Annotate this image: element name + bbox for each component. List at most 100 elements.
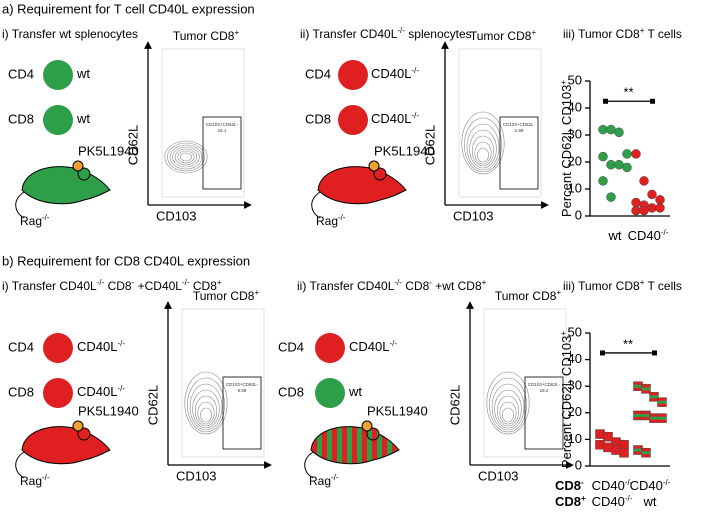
data-point [606, 159, 616, 170]
text-run: CD8 [555, 494, 581, 509]
y-axis-label: CD62L [125, 125, 140, 165]
contour [474, 141, 492, 165]
superscript: -/- [42, 473, 50, 482]
superscript: -/- [411, 111, 419, 120]
tumor-label: PK5L1940 [78, 143, 139, 158]
contour [464, 117, 502, 173]
gate [524, 376, 564, 450]
text-run: CD103+CD62L- [503, 122, 536, 127]
data-point-stripe [649, 395, 659, 399]
cell [338, 60, 368, 90]
cell-label: CD8 [305, 111, 331, 126]
data-point [598, 151, 608, 162]
text-run: CD40L [371, 111, 411, 126]
contour [180, 152, 192, 162]
data-point-stripe [641, 413, 651, 417]
data-point [655, 195, 665, 205]
gate-label: CD103+CD62L- [226, 382, 259, 387]
data-point [639, 205, 649, 216]
text-run: +CD40L [134, 279, 182, 293]
tumor-label: PK5L1940 [374, 143, 435, 158]
x-axis-label: CD103 [453, 208, 493, 223]
contour [169, 144, 203, 170]
mouse-ear [373, 167, 387, 181]
mouse-tail [15, 191, 25, 219]
cell-label: CD8 [278, 384, 304, 399]
superscript: -/- [661, 228, 669, 237]
superscript: -/- [625, 494, 633, 503]
cell-genotype: wt [76, 66, 90, 81]
superscript: + [559, 80, 568, 85]
cell-label: CD4 [8, 339, 34, 354]
contour [466, 123, 500, 171]
gate [202, 116, 242, 190]
text-run: CD40L [77, 384, 117, 399]
contour [192, 389, 220, 429]
text-run: splenocytes [405, 27, 472, 41]
data-point-stripe [657, 400, 667, 404]
gate [499, 116, 539, 190]
y-tick-label: 10 [568, 180, 582, 195]
superscript: -/- [117, 384, 125, 393]
superscript: + [217, 278, 222, 287]
cell-genotype: CD40L-/- [349, 339, 397, 355]
host-label: Rag-/- [20, 213, 50, 229]
text-run: T cells [644, 27, 682, 41]
contour [489, 377, 527, 433]
data-point [611, 437, 621, 447]
y-axis-label: CD62L [447, 385, 462, 425]
cell-label: CD4 [305, 66, 331, 81]
data-point [614, 159, 624, 170]
plot-title: Tumor CD8+ [173, 28, 240, 44]
data-point [655, 203, 665, 213]
contour [189, 383, 223, 431]
superscript: -/- [182, 278, 190, 287]
text-run: CD40L [371, 66, 411, 81]
text-run: CD103+CD62L- [206, 122, 239, 127]
mouse-body [21, 426, 111, 465]
superscript: + [531, 28, 536, 37]
data-point [595, 429, 605, 439]
text-run: Tumor CD8 [470, 29, 532, 43]
contour [502, 407, 514, 423]
superscript: -/- [97, 278, 105, 287]
text-run: CD8 [555, 478, 581, 493]
superscript: + [482, 278, 487, 287]
text-run: Rag [20, 214, 42, 228]
y-tick-label: 40 [568, 351, 582, 366]
y-axis-label: CD62L [422, 125, 437, 165]
text-run: Rag [20, 474, 42, 488]
mouse-ear [77, 167, 91, 181]
chart-title: iii) Tumor CD8+ T cells [563, 26, 682, 42]
text-run: CD103+CD62L- [226, 382, 259, 387]
text-run: wt [76, 66, 90, 81]
data-point-stripe [633, 384, 643, 388]
panel-heading: b) Requirement for CD8 CD40L expression [2, 253, 250, 268]
tumor [368, 160, 380, 172]
panel-heading: a) Requirement for T cell CD40L expressi… [2, 1, 255, 16]
panel-title: i) Transfer CD40L-/- CD8- +CD40L-/- CD8+ [2, 278, 222, 294]
superscript: -/- [411, 66, 419, 75]
data-point [619, 447, 629, 458]
y-tick-label: 50 [568, 324, 582, 339]
cell [43, 378, 73, 408]
mouse [304, 420, 400, 479]
data-point [639, 176, 649, 186]
data-point [606, 192, 616, 202]
gate-value: 18.2 [540, 388, 549, 393]
y-tick-label: 40 [568, 99, 582, 114]
superscript: -/- [331, 473, 339, 482]
mouse-tail [304, 451, 314, 479]
text-run: +wt CD8 [432, 279, 482, 293]
y-tick-label: 20 [568, 153, 582, 168]
significance-end [652, 350, 657, 356]
data-point [598, 124, 608, 135]
text-run: Rag [316, 214, 338, 228]
x-axis-label: CD103 [176, 468, 216, 483]
contour [172, 146, 200, 168]
plot-frame [181, 308, 265, 458]
contour [167, 142, 205, 172]
text-run: CD40 [628, 228, 661, 243]
row-label: CD8+ [555, 494, 586, 510]
